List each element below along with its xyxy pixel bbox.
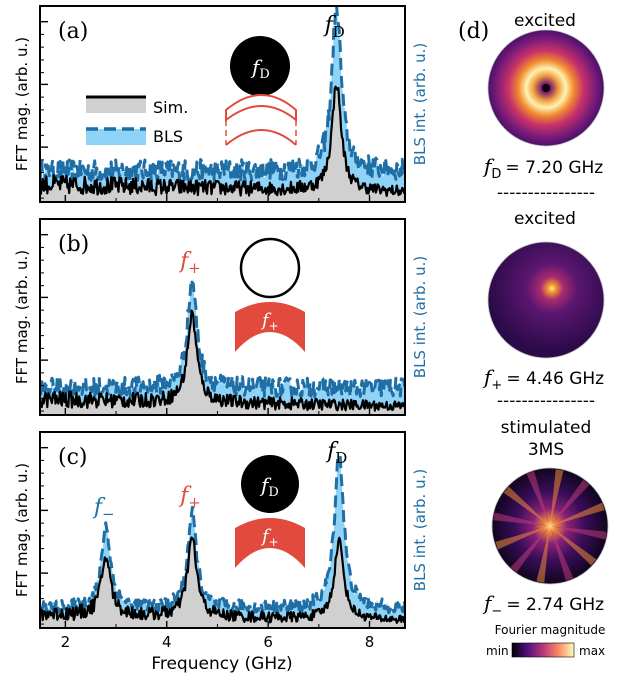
disk-fd-icon-c [241, 455, 299, 513]
map-1-freq: fD = 7.20 GHz [482, 154, 603, 182]
y-axis-label-right: BLS int. (arb. u.) [411, 43, 429, 165]
legend-bls-swatch-fill [86, 129, 146, 145]
panel-letter: (b) [58, 232, 89, 257]
colorbar-max: max [579, 644, 605, 658]
plot-area [40, 454, 405, 628]
separator-1: ---------------- [497, 183, 595, 203]
inset-a: fD [225, 36, 297, 146]
mode-map-3 [491, 467, 609, 585]
peak-label: f+ [178, 249, 201, 277]
map-2-title: excited [514, 209, 576, 229]
x-axis-label: Frequency (GHz) [151, 654, 292, 674]
map-1-title: excited [514, 11, 576, 31]
legend: Sim. BLS [86, 95, 188, 146]
plot-area [40, 6, 405, 202]
legend-sim-swatch-fill [86, 97, 146, 113]
x-tick-label: 6 [263, 633, 273, 651]
sim-series-line [40, 85, 405, 197]
panel-a: (a) FFT mag. (arb. u.) BLS int. (arb. u.) f… [13, 5, 429, 203]
x-tick-label: 4 [162, 633, 172, 651]
mode-ray [493, 512, 550, 526]
panel-letter-d: (d) [458, 19, 489, 44]
side-panel: (d) excited fD = 7.20 GHz ---------------… [458, 11, 609, 658]
arc-shape-icon [225, 94, 297, 123]
colorbar-min: min [486, 644, 509, 658]
panel-b: (b) FFT mag. (arb. u.) BLS int. (arb. u.) f… [13, 218, 429, 416]
panel-c: 2 4 6 8 (c) FFT mag. (arb. u.) BLS int. (arb. … [13, 431, 429, 651]
peak-label: f− [92, 495, 115, 523]
plot-frame [39, 5, 406, 203]
arc-lower-icon [225, 129, 297, 146]
plot-frame [39, 431, 406, 629]
inset-c: fD f+ [235, 455, 305, 568]
sim-area [40, 86, 405, 202]
mode-ray [510, 526, 550, 573]
y-axis-label-left: FFT mag. (arb. u.) [13, 37, 31, 171]
sim-series-line [40, 536, 405, 624]
plot-frame [39, 218, 406, 416]
bls-series-line [40, 454, 405, 616]
map-3-title-line1: stimulated [501, 418, 592, 438]
plot-area [40, 277, 405, 415]
arc-dashes-icon [225, 120, 297, 145]
panel-letter: (a) [58, 19, 88, 44]
bls-series-line [40, 277, 405, 399]
colorbar-title: Fourier magnitude [495, 623, 606, 637]
mode-ray [550, 479, 590, 526]
mode-ray [550, 526, 607, 540]
mode-map-2 [487, 241, 605, 359]
y-axis-label-left: FFT mag. (arb. u.) [13, 463, 31, 597]
mode-ray [550, 526, 574, 581]
y-axis-label-right: BLS int. (arb. u.) [411, 256, 429, 378]
map-2-freq: f+ = 4.46 GHz [482, 365, 604, 393]
sim-area [40, 537, 405, 628]
peak-label: fD [325, 439, 347, 467]
red-arc-fplus-icon [235, 302, 305, 352]
mode-map-1-center [542, 84, 550, 92]
red-arc-fplus-icon-c [235, 518, 305, 568]
x-tick-label: 8 [365, 633, 375, 651]
legend-sim-label: Sim. [153, 98, 188, 117]
mode-ray [495, 526, 550, 550]
bls-area [40, 455, 405, 628]
panel-letter: (c) [58, 445, 88, 470]
colorbar [511, 642, 575, 658]
mode-ray [550, 469, 564, 526]
mode-ray [536, 526, 550, 583]
disk-fd-icon [230, 36, 290, 96]
mode-ray [550, 526, 597, 566]
y-axis-label-right: BLS int. (arb. u.) [411, 469, 429, 591]
mode-map-3-rays [493, 469, 607, 583]
map-3-freq: f− = 2.74 GHz [482, 591, 604, 619]
separator-2: ---------------- [497, 391, 595, 411]
mode-ray [503, 486, 550, 526]
ring-icon [239, 237, 301, 299]
inset-b: f+ [235, 237, 305, 352]
bls-series-line [40, 6, 405, 183]
peak-label: f+ [178, 483, 201, 511]
x-tick-label: 2 [61, 633, 71, 651]
sim-series-line [40, 309, 405, 412]
map-3-title-line2: 3MS [528, 440, 564, 460]
legend-bls-label: BLS [153, 127, 183, 146]
y-axis-label-left: FFT mag. (arb. u.) [13, 250, 31, 384]
mode-ray [526, 471, 550, 526]
mode-ray [550, 502, 605, 526]
